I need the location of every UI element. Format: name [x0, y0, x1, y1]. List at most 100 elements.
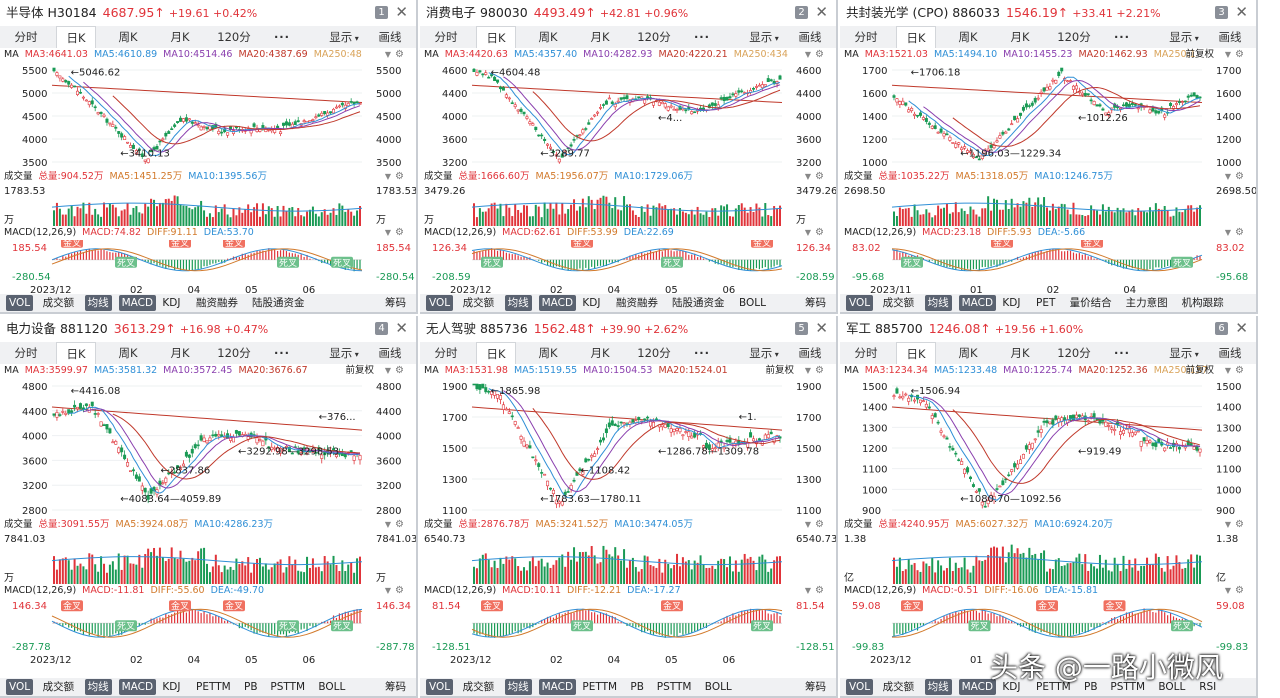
- adjust-mode[interactable]: 前复权: [345, 365, 374, 376]
- indicator-tab[interactable]: 量价结合: [1069, 297, 1112, 309]
- collapse-icon[interactable]: ▼: [384, 50, 391, 59]
- collapse-icon[interactable]: ▼: [804, 366, 811, 375]
- tab-fenshi[interactable]: 分时: [14, 346, 38, 360]
- panel-index-badge[interactable]: 5: [795, 322, 808, 335]
- indicator-tab[interactable]: 成交额: [882, 681, 915, 693]
- chip-distribution-button[interactable]: 筹码: [385, 297, 406, 309]
- gear-icon[interactable]: ⚙: [1235, 49, 1244, 60]
- indicator-tab[interactable]: PB: [1084, 681, 1098, 693]
- indicator-tab[interactable]: 均线: [84, 679, 112, 695]
- gear-icon[interactable]: ⚙: [1235, 585, 1244, 596]
- candlestick-chart[interactable]: 4600 4600 4400 4400 4000 4000 3600 3600 3200 3200…: [420, 62, 836, 170]
- gear-icon[interactable]: ⚙: [395, 365, 404, 376]
- close-icon[interactable]: ✕: [1235, 319, 1248, 337]
- indicator-tab[interactable]: VOL: [846, 295, 874, 311]
- volume-chart[interactable]: 6540.73 6540.73: [420, 532, 836, 584]
- tab-zhouk[interactable]: 周K: [958, 346, 978, 360]
- collapse-icon[interactable]: ▼: [1224, 172, 1231, 181]
- indicator-tab[interactable]: KDJ: [1002, 681, 1021, 693]
- tab-zhouk[interactable]: 周K: [958, 30, 978, 44]
- tab-120min[interactable]: 120分: [637, 346, 671, 360]
- chip-distribution-button[interactable]: 筹码: [805, 297, 826, 309]
- tab-more[interactable]: ···: [1113, 346, 1131, 360]
- macd-chart[interactable]: 126.34 126.34 -208.59 -208.59 死叉 金叉 死叉 金叉: [420, 240, 836, 284]
- gear-icon[interactable]: ⚙: [1235, 365, 1244, 376]
- indicator-tab[interactable]: 均线: [924, 679, 952, 695]
- indicator-tab[interactable]: 陆股通资金: [252, 297, 305, 309]
- tab-more[interactable]: ···: [693, 346, 711, 360]
- indicator-tab[interactable]: KDJ: [162, 297, 181, 309]
- candlestick-chart[interactable]: 5500 5500 5000 5000 4500 4500 4000 4000 3500 3500…: [0, 62, 416, 170]
- tab-120min[interactable]: 120分: [637, 30, 671, 44]
- volume-chart[interactable]: 7841.03 7841.03 万万: [0, 532, 416, 584]
- indicator-tab[interactable]: 成交额: [42, 297, 75, 309]
- macd-chart[interactable]: 146.34 146.34 -287.78 -287.78 金叉 死叉 金叉 金叉 死叉 死叉: [0, 598, 416, 654]
- gear-icon[interactable]: ⚙: [815, 171, 824, 182]
- indicator-tab[interactable]: KDJ: [582, 297, 601, 309]
- tab-rik[interactable]: 日K: [56, 26, 96, 48]
- candlestick-chart[interactable]: 4800 4800 4400 4400 4000 4000 3600 3600 3200 3200…: [0, 378, 416, 518]
- gear-icon[interactable]: ⚙: [1235, 519, 1244, 530]
- stock-panel[interactable]: 军工 885700 1246.08↑ +19.56 +1.60% 6 ✕ 分时 日K 周K 月K…: [840, 316, 1258, 698]
- collapse-icon[interactable]: ▼: [384, 520, 391, 529]
- tab-fenshi[interactable]: 分时: [854, 346, 878, 360]
- gear-icon[interactable]: ⚙: [815, 49, 824, 60]
- panel-index-badge[interactable]: 2: [795, 6, 808, 19]
- tab-yuek[interactable]: 月K: [170, 346, 190, 360]
- collapse-icon[interactable]: ▼: [804, 228, 811, 237]
- display-menu[interactable]: 显示 ▾: [1164, 26, 1204, 48]
- indicator-tab[interactable]: VOL: [6, 679, 34, 695]
- panel-index-badge[interactable]: 1: [375, 6, 388, 19]
- candlestick-chart[interactable]: 1500 1500 1400 1400 1300 1300 1200 1200 1100 1100…: [840, 378, 1256, 518]
- indicator-tab[interactable]: PB: [244, 681, 258, 693]
- close-icon[interactable]: ✕: [395, 319, 408, 337]
- stock-panel[interactable]: 电力设备 881120 3613.29↑ +16.98 +0.47% 4 ✕ 分时 日K 周K…: [0, 316, 418, 698]
- tab-rik[interactable]: 日K: [476, 26, 516, 48]
- indicator-tab[interactable]: BOLL: [318, 681, 346, 693]
- tab-yuek[interactable]: 月K: [1010, 346, 1030, 360]
- close-icon[interactable]: ✕: [1235, 3, 1248, 21]
- draw-button[interactable]: 画线: [1218, 346, 1242, 360]
- tab-more[interactable]: ···: [273, 30, 291, 44]
- indicator-tab[interactable]: 主力意图: [1125, 297, 1168, 309]
- tab-fenshi[interactable]: 分时: [434, 346, 458, 360]
- display-menu[interactable]: 显示 ▾: [324, 26, 364, 48]
- tab-120min[interactable]: 120分: [1057, 346, 1091, 360]
- chip-distribution-button[interactable]: 筹码: [805, 681, 826, 693]
- candlestick-chart[interactable]: 1900 1900 1700 1700 1500 1500 1300 1300 1100 1100…: [420, 378, 836, 518]
- gear-icon[interactable]: ⚙: [395, 171, 404, 182]
- candlestick-chart[interactable]: 1700 1700 1600 1600 1400 1400 1200 1200 1000 1000…: [840, 62, 1256, 170]
- gear-icon[interactable]: ⚙: [395, 49, 404, 60]
- gear-icon[interactable]: ⚙: [1235, 171, 1244, 182]
- display-menu[interactable]: 显示 ▾: [744, 342, 784, 364]
- tab-yuek[interactable]: 月K: [1010, 30, 1030, 44]
- close-icon[interactable]: ✕: [815, 3, 828, 21]
- tab-rik[interactable]: 日K: [896, 26, 936, 48]
- adjust-mode[interactable]: 前复权: [765, 365, 794, 376]
- stock-panel[interactable]: 半导体 H30184 4687.95↑ +19.61 +0.42% 1 ✕ 分时 日K 周K 月…: [0, 0, 418, 314]
- collapse-icon[interactable]: ▼: [384, 172, 391, 181]
- collapse-icon[interactable]: ▼: [384, 228, 391, 237]
- indicator-tab[interactable]: RSI: [1199, 681, 1217, 693]
- indicator-tab[interactable]: PSTTM: [270, 681, 306, 693]
- tab-more[interactable]: ···: [693, 30, 711, 44]
- indicator-tab[interactable]: PETTM: [196, 681, 231, 693]
- macd-chart[interactable]: 81.54 81.54 -128.51 -128.51 金叉 死叉 金叉 死叉: [420, 598, 836, 654]
- tab-zhouk[interactable]: 周K: [118, 30, 138, 44]
- collapse-icon[interactable]: ▼: [384, 586, 391, 595]
- stock-panel[interactable]: 共封装光学 (CPO) 886033 1546.19↑ +33.41 +2.21% 3…: [840, 0, 1258, 314]
- indicator-tab[interactable]: 均线: [504, 679, 532, 695]
- indicator-tab[interactable]: MACD: [538, 679, 577, 695]
- indicator-tab[interactable]: PB: [630, 681, 644, 693]
- panel-index-badge[interactable]: 4: [375, 322, 388, 335]
- volume-chart[interactable]: 3479.26 3479.26 万万: [420, 184, 836, 226]
- close-icon[interactable]: ✕: [815, 319, 828, 337]
- tab-zhouk[interactable]: 周K: [538, 346, 558, 360]
- indicator-tab[interactable]: KDJ: [162, 681, 181, 693]
- indicator-tab[interactable]: VOL: [426, 679, 454, 695]
- macd-chart[interactable]: 185.54 185.54 -280.54 -280.54 金叉 死叉 金叉 金叉 死叉 死叉: [0, 240, 416, 284]
- indicator-tab[interactable]: 成交额: [882, 297, 915, 309]
- tab-rik[interactable]: 日K: [56, 342, 96, 364]
- close-icon[interactable]: ✕: [395, 3, 408, 21]
- tab-120min[interactable]: 120分: [217, 346, 251, 360]
